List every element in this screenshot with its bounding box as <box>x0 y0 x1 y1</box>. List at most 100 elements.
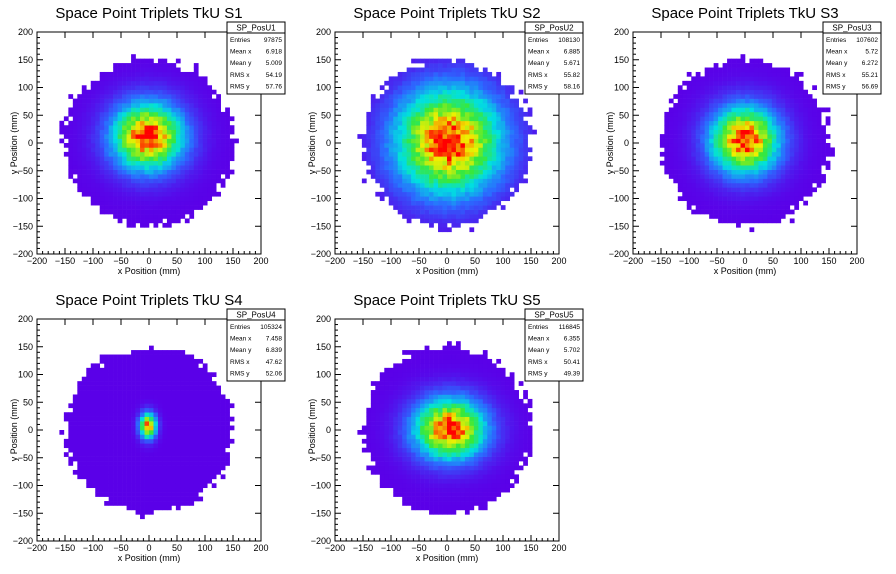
stats-box-frame <box>226 21 286 95</box>
heatmap-cell <box>135 367 141 373</box>
heatmap-cell <box>189 354 195 360</box>
heatmap-cell <box>704 200 710 206</box>
heatmap-cell <box>108 469 114 475</box>
heatmap-cell <box>745 169 750 175</box>
heatmap-cell <box>700 125 705 130</box>
heatmap-cell <box>695 85 701 91</box>
heatmap-cell <box>216 443 221 449</box>
heatmap-cell <box>487 94 493 99</box>
heatmap-cell <box>478 107 484 113</box>
heatmap-cell <box>122 125 127 130</box>
heatmap-cell <box>184 430 190 435</box>
heatmap-cell <box>153 169 159 175</box>
heatmap-cell <box>225 456 230 462</box>
heatmap-cell <box>469 76 475 82</box>
heatmap-cell <box>686 169 692 175</box>
heatmap-cell <box>433 182 439 188</box>
heatmap-cell <box>749 89 755 95</box>
heatmap-cell <box>117 165 123 170</box>
heatmap-cell <box>220 456 226 462</box>
heatmap-cell <box>415 214 421 219</box>
heatmap-cell <box>686 147 692 153</box>
heatmap-cell <box>95 143 101 148</box>
heatmap-cell <box>736 214 741 219</box>
heatmap-cell <box>727 111 732 117</box>
heatmap-cell <box>77 129 83 135</box>
heatmap-cell <box>491 138 497 144</box>
heatmap-cell <box>505 165 511 170</box>
heatmap-cell <box>700 98 705 104</box>
heatmap-cell <box>157 501 163 506</box>
heatmap-cell <box>126 160 132 166</box>
x-tick-label: −50 <box>113 256 128 266</box>
heatmap-cell <box>198 80 204 86</box>
heatmap-cell <box>162 434 168 440</box>
heatmap-cell <box>433 103 439 108</box>
heatmap-cell <box>753 218 759 224</box>
heatmap-cell <box>211 398 217 404</box>
heatmap-cell <box>718 187 723 193</box>
heatmap-cell <box>122 447 127 453</box>
heatmap-cell <box>59 120 65 126</box>
heatmap-cell <box>807 165 813 170</box>
stats-row-value: 56.69 <box>862 83 879 90</box>
heatmap-cell <box>731 151 737 157</box>
heatmap-cell <box>668 116 674 122</box>
heatmap-cell <box>807 138 813 144</box>
heatmap-cell <box>727 218 732 224</box>
heatmap-cell <box>175 376 181 382</box>
heatmap-cell <box>682 196 688 202</box>
heatmap-cell <box>175 209 181 215</box>
heatmap-cell <box>402 205 407 210</box>
heatmap-cell <box>803 182 809 188</box>
heatmap-cell <box>762 138 768 144</box>
heatmap-cell <box>171 151 177 157</box>
heatmap-cell <box>496 76 502 82</box>
heatmap-cell <box>664 134 670 139</box>
heatmap-cell <box>740 94 746 99</box>
heatmap-cell <box>487 120 493 126</box>
stats-row-value: 105324 <box>260 324 282 331</box>
heatmap-cell <box>113 425 118 431</box>
heatmap-cell <box>135 156 141 162</box>
heatmap-cell <box>166 107 172 113</box>
heatmap-cell <box>99 416 105 422</box>
heatmap-cell <box>184 394 190 400</box>
heatmap-cell <box>211 425 217 431</box>
heatmap-cell <box>149 67 154 73</box>
heatmap-cell <box>370 156 376 162</box>
heatmap-cell <box>496 156 502 162</box>
heatmap-cell <box>135 209 141 215</box>
heatmap-cell <box>225 160 230 166</box>
heatmap-cell <box>117 116 123 122</box>
heatmap-cell <box>740 76 746 82</box>
heatmap-cell <box>442 178 448 184</box>
heatmap-cell <box>825 116 831 122</box>
heatmap-cell <box>500 85 506 91</box>
heatmap-cell <box>122 63 127 68</box>
heatmap-cell <box>149 151 154 157</box>
heatmap-cell <box>166 222 172 228</box>
x-tick-label: 200 <box>551 256 566 266</box>
heatmap-cell <box>149 205 154 210</box>
heatmap-cell <box>731 205 737 210</box>
heatmap-cell <box>144 412 150 417</box>
heatmap-cell <box>135 430 141 435</box>
heatmap-cell <box>677 120 683 126</box>
heatmap-cell <box>491 103 497 108</box>
heatmap-cell <box>131 111 136 117</box>
heatmap-cell <box>709 138 714 144</box>
heatmap-cell <box>175 134 181 139</box>
heatmap-cell <box>736 165 741 170</box>
heatmap-cell <box>496 178 502 184</box>
heatmap-cell <box>429 98 434 104</box>
heatmap-cell <box>166 416 172 422</box>
heatmap-cell <box>216 407 221 413</box>
heatmap-cell <box>175 372 181 378</box>
heatmap-cell <box>776 103 782 108</box>
heatmap-cell <box>198 421 204 426</box>
heatmap-cell <box>762 67 768 73</box>
heatmap-cell <box>505 103 511 108</box>
heatmap-cell <box>153 421 159 426</box>
heatmap-cell <box>108 165 114 170</box>
